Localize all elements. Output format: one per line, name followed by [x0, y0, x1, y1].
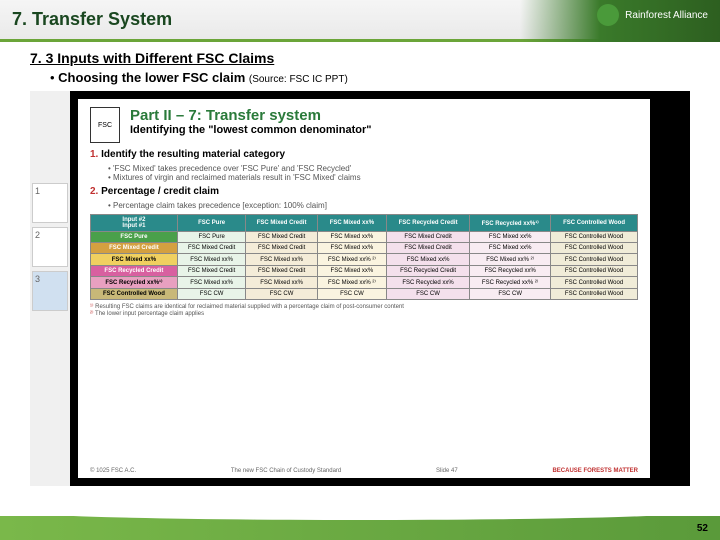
- footer-wave: [0, 516, 720, 540]
- inner-header: FSC Part II – 7: Transfer system Identif…: [90, 107, 638, 143]
- thumb-3[interactable]: 3: [32, 271, 68, 311]
- bullet-line: • Choosing the lower FSC claim (Source: …: [50, 70, 690, 85]
- embedded-slide: 1 2 3 FSC Part II – 7: Transfer system I…: [30, 91, 690, 486]
- header-title: 7. Transfer System: [12, 9, 172, 30]
- footer-slide-num: Slide 47: [436, 468, 458, 474]
- step-bullet: • Mixtures of virgin and reclaimed mater…: [108, 173, 638, 182]
- inner-footer: © 1025 FSC A.C. The new FSC Chain of Cus…: [90, 468, 638, 474]
- header-logo: Rainforest Alliance: [597, 4, 708, 26]
- steps: 1. Identify the resulting material categ…: [90, 149, 638, 210]
- step-bullet: • 'FSC Mixed' takes precedence over 'FSC…: [108, 164, 638, 173]
- footnotes: ¹⁾ Resulting FSC claims are identical fo…: [90, 303, 638, 317]
- step-bullet: • Percentage claim takes precedence [exc…: [108, 201, 638, 210]
- claim-matrix-table: Input #2Input #1FSC PureFSC Mixed Credit…: [90, 214, 638, 300]
- footer-center: The new FSC Chain of Custody Standard: [231, 468, 341, 474]
- inner-title: Part II – 7: Transfer system: [130, 107, 371, 124]
- thumb-1[interactable]: 1: [32, 183, 68, 223]
- fsc-logo-icon: FSC: [90, 107, 120, 143]
- logo-text: Rainforest Alliance: [625, 10, 708, 21]
- bullet-bold: Choosing the lower FSC claim: [58, 70, 245, 85]
- copyright: © 1025 FSC A.C.: [90, 468, 136, 474]
- bullet-source: (Source: FSC IC PPT): [249, 74, 348, 85]
- thumbnail-strip: 1 2 3: [30, 91, 70, 486]
- step: 2. Percentage / credit claim: [90, 186, 638, 197]
- slide-header: 7. Transfer System Rainforest Alliance: [0, 0, 720, 42]
- section-subtitle: 7. 3 Inputs with Different FSC Claims: [30, 50, 690, 66]
- inner-subtitle: Identifying the "lowest common denominat…: [130, 124, 371, 136]
- page-number: 52: [697, 523, 708, 534]
- frog-icon: [597, 4, 619, 26]
- slide-body: 7. 3 Inputs with Different FSC Claims • …: [0, 42, 720, 486]
- inner-slide: FSC Part II – 7: Transfer system Identif…: [78, 99, 650, 478]
- because-tagline: BECAUSE FORESTS MATTER: [552, 468, 638, 474]
- thumb-2[interactable]: 2: [32, 227, 68, 267]
- step: 1. Identify the resulting material categ…: [90, 149, 638, 160]
